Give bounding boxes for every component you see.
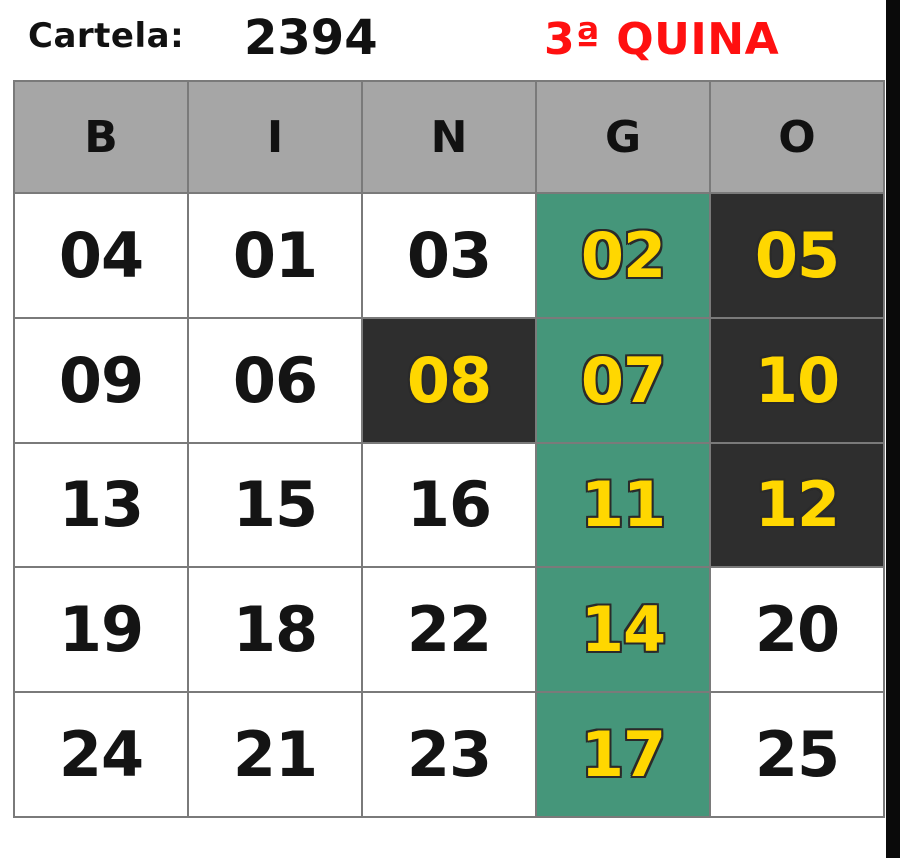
card-header: Cartela: 2394 3ª QUINA xyxy=(0,0,886,80)
board-cell-r2-o: 10 xyxy=(711,318,883,442)
board-cell-r4-i: 18 xyxy=(189,568,361,692)
column-header-o: O xyxy=(711,82,883,192)
column-header-n: N xyxy=(363,82,535,192)
column-header-i: I xyxy=(189,82,361,192)
board-cell-r3-n: 16 xyxy=(363,443,535,567)
board-cell-r1-n: 03 xyxy=(363,194,535,317)
board-cell-r3-b: 13 xyxy=(15,443,187,567)
board-cell-r1-o: 05 xyxy=(711,194,883,317)
card-number: 2394 xyxy=(244,10,378,66)
board-cell-r1-g: 02 xyxy=(537,194,709,317)
card-label: Cartela: xyxy=(28,16,185,56)
board-cell-r4-g: 14 xyxy=(537,568,709,692)
board-cell-r2-b: 09 xyxy=(15,318,187,442)
round-title: 3ª QUINA xyxy=(544,14,780,65)
board-cell-r4-b: 19 xyxy=(15,568,187,692)
board-cell-r2-g: 07 xyxy=(537,318,709,442)
board-cell-r5-g: 17 xyxy=(537,693,709,816)
board-cell-r4-n: 22 xyxy=(363,568,535,692)
board-cell-r3-i: 15 xyxy=(189,443,361,567)
board-cell-r2-n: 08 xyxy=(363,318,535,442)
window-edge xyxy=(886,0,900,858)
column-header-b: B xyxy=(15,82,187,192)
board-cell-r5-o: 25 xyxy=(711,693,883,816)
column-header-g: G xyxy=(537,82,709,192)
board-cell-r5-i: 21 xyxy=(189,693,361,816)
board-cell-r4-o: 20 xyxy=(711,568,883,692)
board-cell-r5-b: 24 xyxy=(15,693,187,816)
board-cell-r1-i: 01 xyxy=(189,194,361,317)
board-cell-r5-n: 23 xyxy=(363,693,535,816)
board-cell-r2-i: 06 xyxy=(189,318,361,442)
board-cell-r3-o: 12 xyxy=(711,443,883,567)
board-cell-r1-b: 04 xyxy=(15,194,187,317)
bingo-board: B I N G O 04 01 03 02 05 09 06 08 07 10 … xyxy=(13,80,885,818)
board-cell-r3-g: 11 xyxy=(537,443,709,567)
